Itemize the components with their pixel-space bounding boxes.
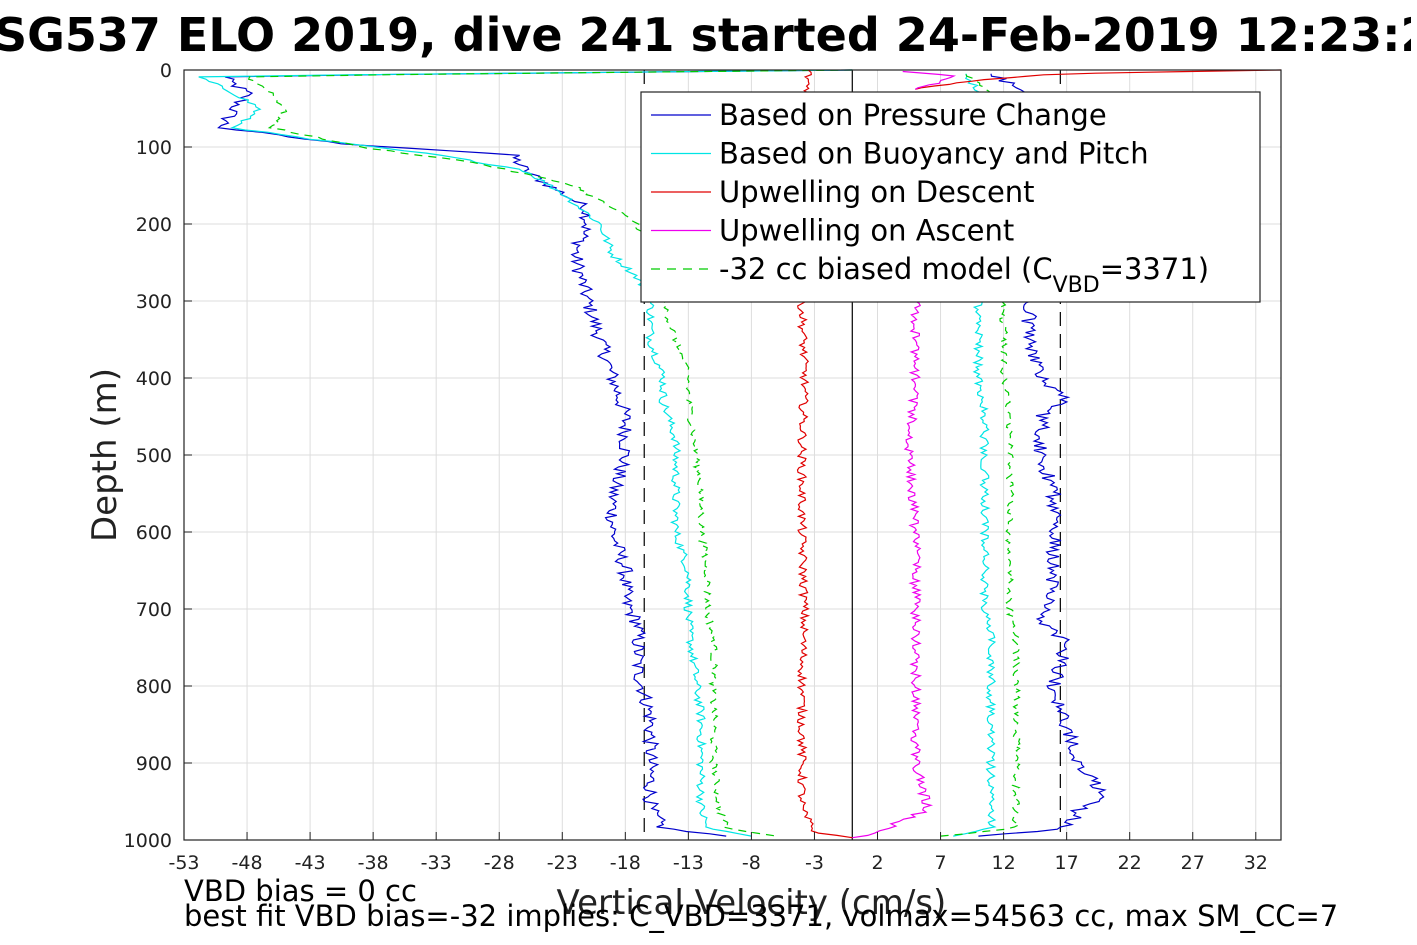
x-axis-ticks: -53 -48 -43 -38 -33 -28 -23 -18 -13 -8 -3 2 7 12 17 22 2… — [168, 832, 1268, 874]
y-tick-label: 400 — [136, 368, 172, 390]
x-tick-label: 27 — [1181, 852, 1205, 874]
y-tick-label: 700 — [136, 599, 172, 621]
y-axis-ticks: 0 100 200 300 400 500 600 700 800 900 1000 — [124, 60, 192, 852]
x-tick-label: -48 — [232, 852, 263, 874]
x-tick-label: 2 — [871, 852, 883, 874]
x-tick-label: -3 — [805, 852, 824, 874]
x-axis-label: Vertical Velocity (cm/s) — [557, 883, 947, 923]
chart-series — [198, 69, 1282, 839]
y-tick-label: 500 — [136, 445, 172, 467]
figure-title: SG537 ELO 2019, dive 241 started 24-Feb-… — [0, 8, 1411, 62]
x-tick-label: 22 — [1118, 852, 1142, 874]
y-tick-label: 600 — [136, 522, 172, 544]
series-line-ascent — [902, 70, 957, 90]
series-line-ascent — [915, 69, 1282, 90]
legend-label: Upwelling on Ascent — [719, 214, 1014, 248]
legend-label: Based on Pressure Change — [719, 98, 1107, 132]
x-tick-label: -38 — [358, 852, 389, 874]
series-line-descent — [247, 69, 853, 837]
y-axis-label: Depth (m) — [85, 368, 125, 542]
y-tick-label: 800 — [136, 676, 172, 698]
series-line-descent — [852, 300, 934, 839]
legend: Based on Pressure Change Based on Buoyanc… — [640, 91, 1261, 303]
series-line-descent — [198, 69, 853, 837]
y-tick-label: 300 — [136, 291, 172, 313]
x-tick-label: -18 — [610, 852, 641, 874]
x-tick-label: -43 — [295, 852, 326, 874]
x-tick-label: -33 — [421, 852, 452, 874]
best-fit-note: best fit VBD bias=-32 implies: C_VBD=337… — [184, 899, 1339, 933]
x-tick-label: -28 — [484, 852, 515, 874]
x-tick-label: 12 — [992, 852, 1016, 874]
x-tick-label: -53 — [168, 852, 199, 874]
x-tick-label: -23 — [547, 852, 578, 874]
x-tick-label: -13 — [673, 852, 704, 874]
x-tick-label: 32 — [1244, 852, 1268, 874]
y-tick-label: 1000 — [124, 830, 172, 852]
y-tick-label: 200 — [136, 214, 172, 236]
x-tick-label: 17 — [1055, 852, 1079, 874]
series-line-ascent — [940, 73, 1021, 837]
y-tick-label: 0 — [160, 60, 172, 82]
y-tick-label: 900 — [136, 753, 172, 775]
legend-label: Upwelling on Descent — [719, 175, 1035, 209]
vbd-bias-note: VBD bias = 0 cc — [184, 874, 417, 908]
x-tick-label: -8 — [742, 852, 761, 874]
legend-box — [640, 91, 1261, 303]
legend-label: Based on Buoyancy and Pitch — [719, 137, 1149, 171]
x-tick-label: 7 — [935, 852, 947, 874]
y-tick-label: 100 — [136, 137, 172, 159]
